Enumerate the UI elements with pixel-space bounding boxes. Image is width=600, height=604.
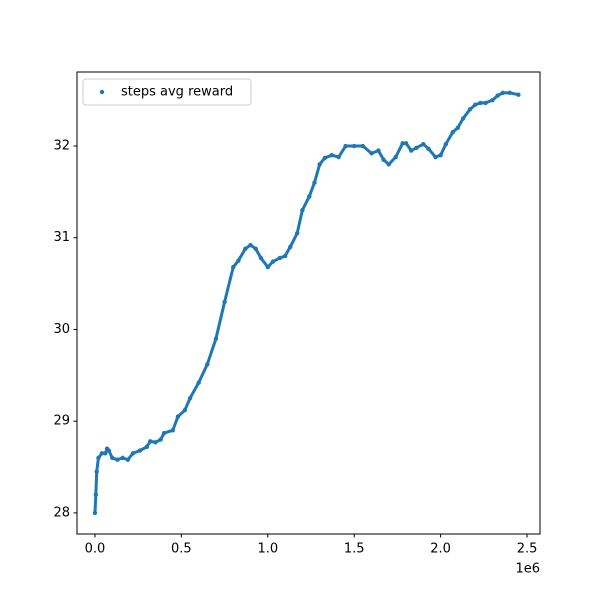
scatter-point <box>170 428 175 433</box>
scatter-point <box>248 242 253 248</box>
scatter-point <box>277 255 283 261</box>
scatter-point <box>343 143 348 149</box>
scatter-point <box>426 146 431 151</box>
scatter-point <box>236 258 241 263</box>
scatter-point <box>414 145 419 151</box>
scatter-point <box>443 141 449 147</box>
x-tick-label: 0.5 <box>171 542 192 557</box>
scatter-point <box>336 154 341 160</box>
scatter-point <box>490 97 495 103</box>
scatter-point <box>205 362 210 367</box>
scatter-point <box>495 93 500 98</box>
scatter-point <box>148 439 153 444</box>
scatter-point <box>120 455 125 461</box>
scatter-point <box>329 152 334 158</box>
scatter-point <box>467 107 473 112</box>
scatter-point <box>125 457 131 462</box>
scatter-point <box>400 141 405 146</box>
scatter-point <box>106 448 111 453</box>
scatter-point <box>403 141 409 146</box>
y-tick-label: 30 <box>53 322 70 337</box>
scatter-point <box>243 246 248 251</box>
y-tick-label: 29 <box>53 414 70 429</box>
scatter-point <box>231 264 236 270</box>
scatter-point <box>460 116 466 121</box>
scatter-point <box>92 510 98 516</box>
scatter-point <box>300 208 305 213</box>
scatter-point <box>450 130 455 135</box>
x-tick-label: 2.0 <box>430 542 451 557</box>
scatter-point <box>312 180 317 185</box>
scatter-point <box>93 492 99 497</box>
scatter-point <box>455 125 461 130</box>
plot-frame <box>76 71 541 535</box>
x-tick-label: 1.5 <box>344 542 365 557</box>
scatter-point <box>187 396 193 401</box>
scatter-point <box>161 430 167 436</box>
scatter-point <box>386 162 391 167</box>
scatter-point <box>282 253 288 259</box>
scatter-point <box>500 90 506 96</box>
scatter-point <box>94 469 99 474</box>
scatter-point <box>137 448 143 453</box>
scatter-point <box>409 148 414 153</box>
scatter-point <box>376 148 381 153</box>
scatter-point <box>144 444 150 450</box>
scatter-point <box>158 437 163 442</box>
scatter-point <box>265 264 270 270</box>
x-tick-label: 1.0 <box>257 542 278 557</box>
scatter-point <box>270 259 276 264</box>
legend-label: steps avg reward <box>121 85 233 100</box>
scatter-point <box>307 194 312 199</box>
scatter-point <box>253 246 258 251</box>
scatter-point <box>153 440 158 445</box>
scatter-point <box>352 143 357 149</box>
x-tick-label: 0.0 <box>85 542 106 557</box>
scatter-point <box>110 455 115 461</box>
scatter-point <box>196 380 201 385</box>
scatter-point <box>478 100 483 106</box>
scatter-point <box>369 151 374 156</box>
y-tick-label: 28 <box>53 505 70 520</box>
scatter-point <box>360 143 366 149</box>
scatter-point <box>421 141 426 147</box>
scatter-trace <box>93 91 519 513</box>
scatter-point <box>213 336 219 341</box>
scatter-point <box>322 155 328 161</box>
scatter-point <box>258 255 264 261</box>
scatter-point <box>96 455 101 461</box>
scatter-point <box>381 157 386 162</box>
scatter-point <box>103 451 108 456</box>
scatter-point <box>393 154 398 160</box>
x-offset-label: 1e6 <box>515 562 540 577</box>
scatter-point <box>99 451 105 456</box>
scatter-point <box>288 244 293 250</box>
legend-box <box>82 78 252 106</box>
scatter-point <box>472 102 478 107</box>
y-tick-label: 32 <box>53 139 70 154</box>
scatter-point <box>115 457 120 462</box>
scatter-point <box>294 230 300 236</box>
legend-marker <box>99 89 105 95</box>
x-tick-label: 2.5 <box>517 542 538 557</box>
scatter-point <box>222 299 227 305</box>
scatter-point <box>175 414 181 419</box>
scatter-point <box>516 92 521 97</box>
scatter-point <box>182 407 188 413</box>
y-tick-label: 31 <box>53 230 70 245</box>
scatter-point <box>483 100 488 106</box>
scatter-point <box>507 90 512 96</box>
scatter-point <box>433 154 438 160</box>
scatter-point <box>438 152 443 158</box>
scatter-point <box>317 162 322 167</box>
scatter-point <box>130 451 136 456</box>
